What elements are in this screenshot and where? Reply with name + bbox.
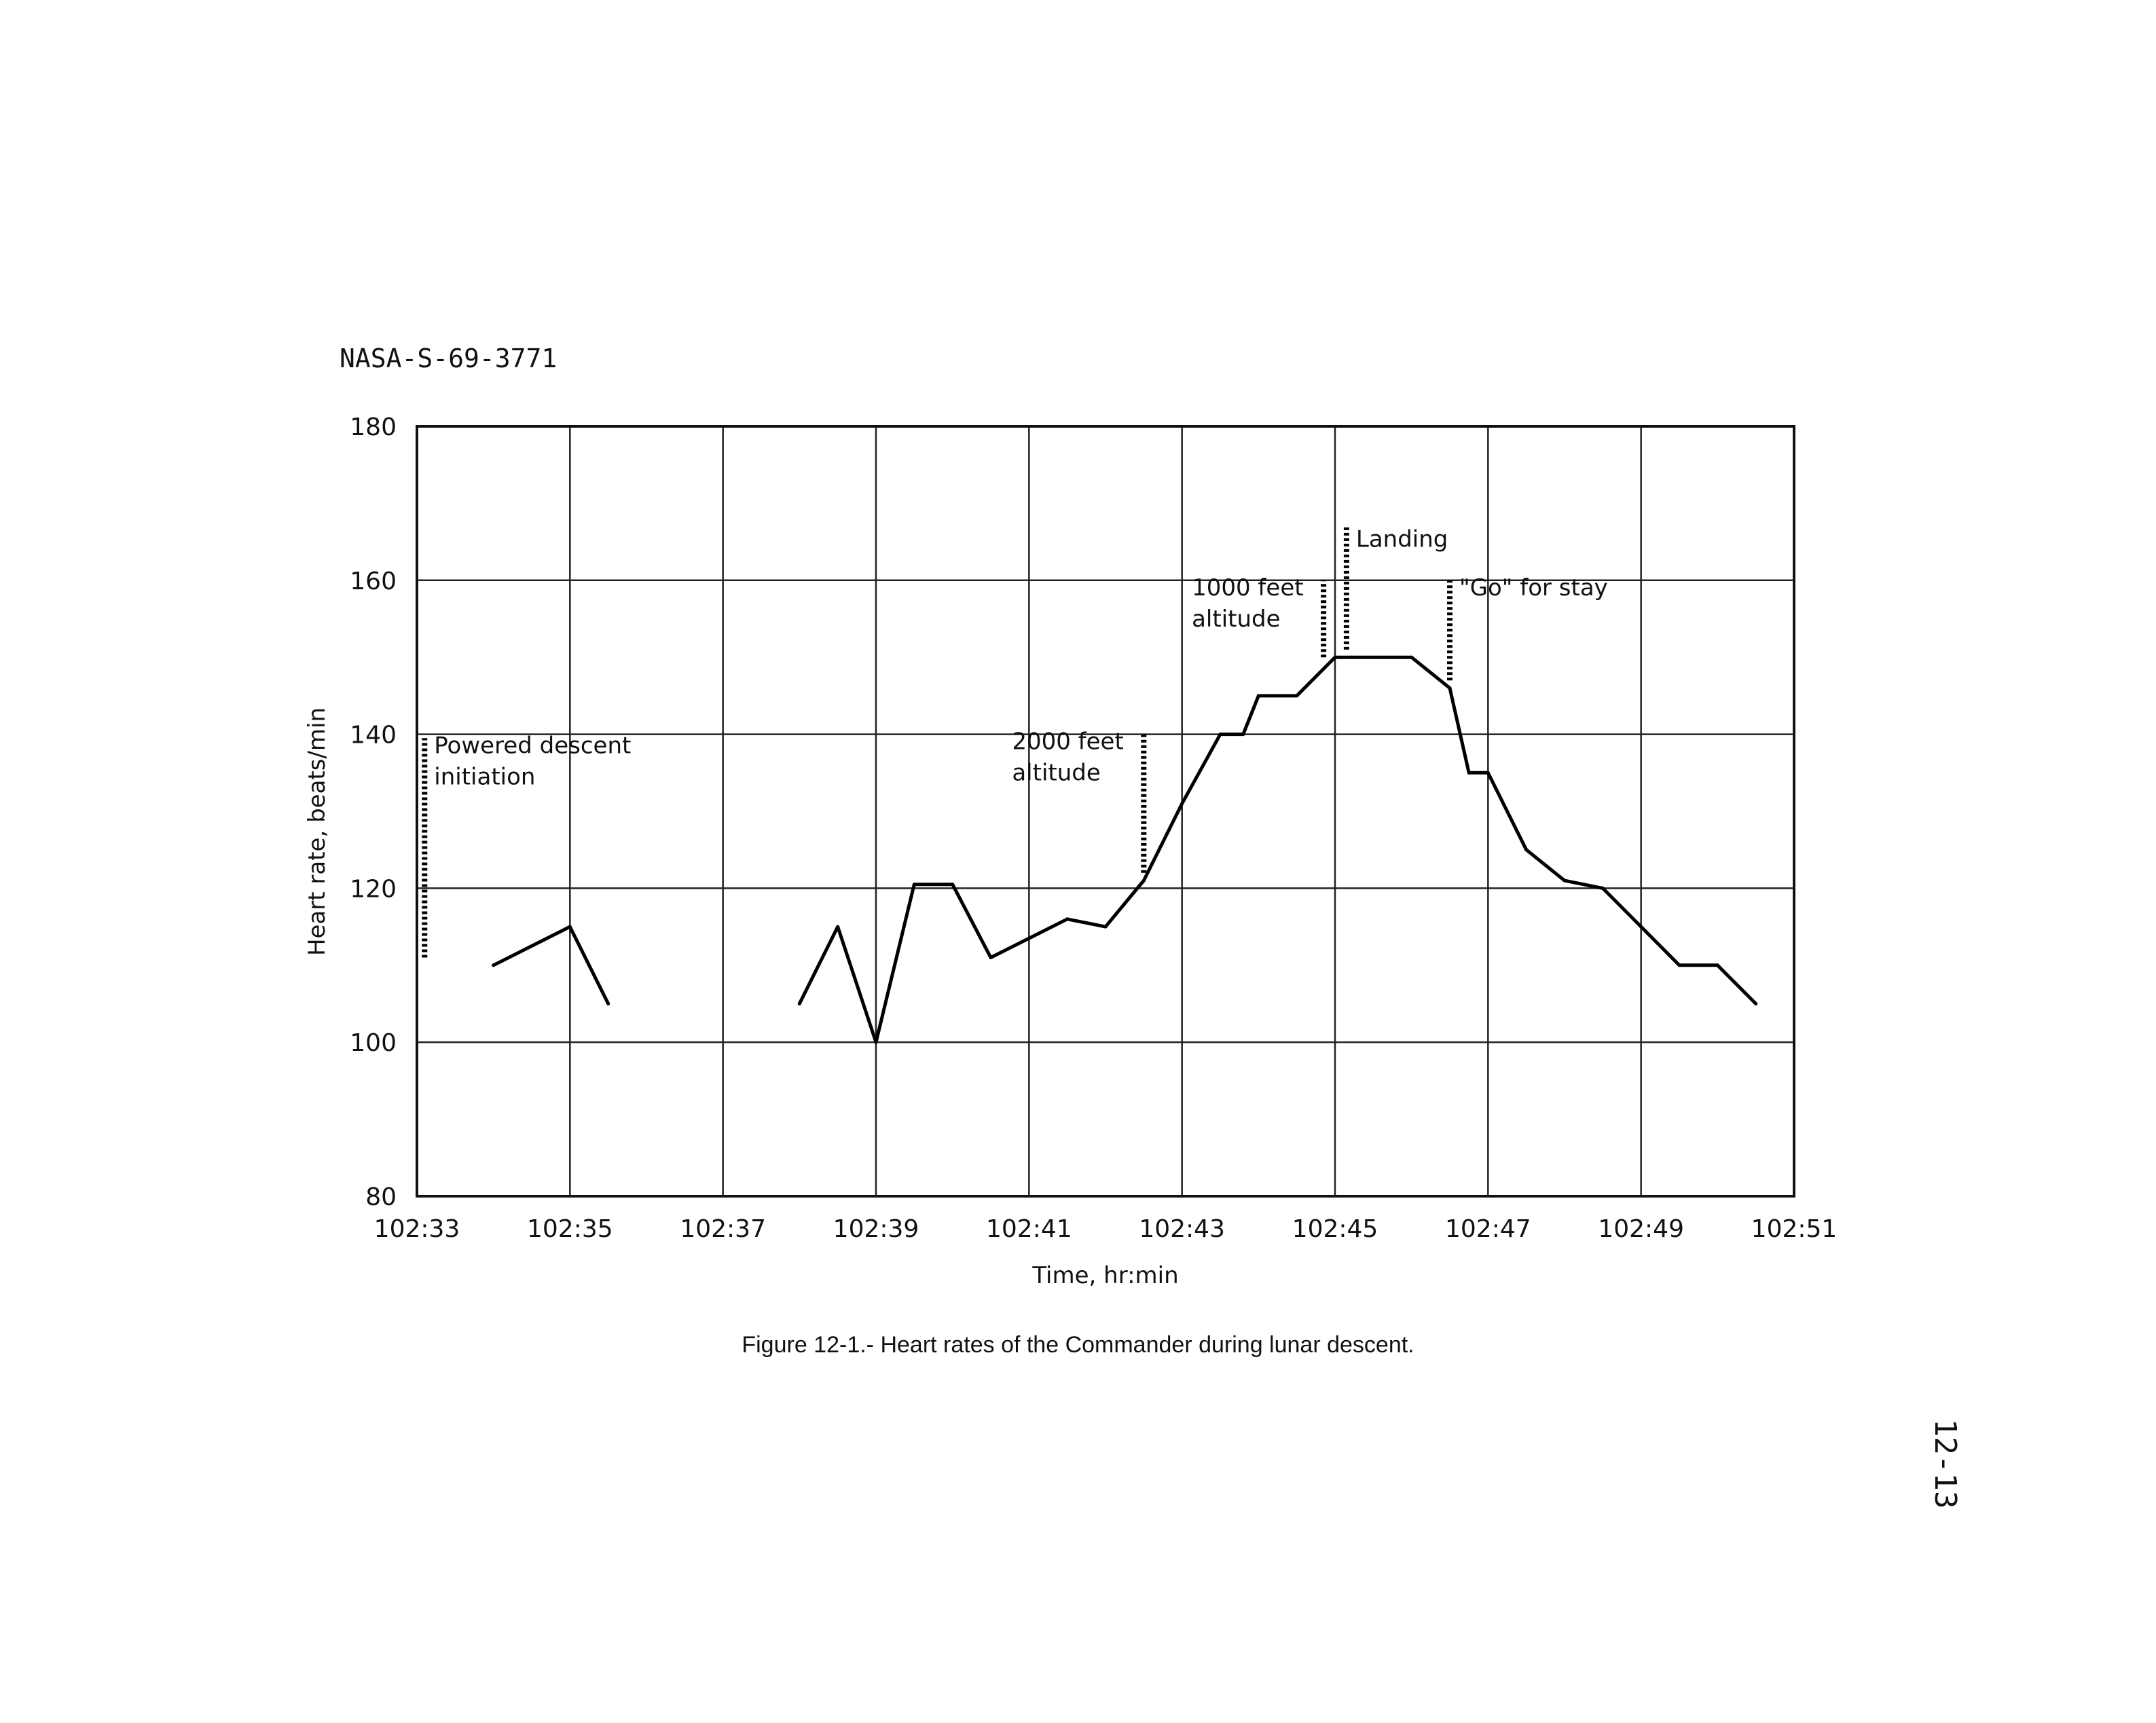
- data-point: [989, 955, 993, 959]
- grid: [417, 426, 1794, 1196]
- annotation-label: "Go" for stay: [1459, 574, 1608, 601]
- data-point: [912, 883, 916, 887]
- x-axis-label: Time, hr:min: [1031, 1262, 1178, 1289]
- data-point: [1754, 1002, 1758, 1005]
- y-tick-label: 140: [350, 722, 397, 749]
- x-tick-label: 102:47: [1445, 1215, 1531, 1243]
- document-id: NASA-S-69-3771: [340, 344, 558, 373]
- data-point: [1218, 733, 1222, 737]
- event-markers: [422, 526, 1452, 958]
- x-tick-label: 102:49: [1598, 1215, 1684, 1243]
- data-point: [1103, 925, 1108, 929]
- data-point: [606, 1002, 610, 1005]
- annotation-label: Powered descent: [434, 732, 631, 759]
- x-tick-label: 102:51: [1751, 1215, 1838, 1243]
- x-tick-label: 102:45: [1292, 1215, 1378, 1243]
- y-tick-label: 80: [365, 1183, 397, 1211]
- data-point: [1639, 925, 1643, 929]
- data-point: [1333, 655, 1337, 659]
- data-point: [1524, 848, 1529, 852]
- data-point: [1180, 802, 1184, 806]
- heart-rate-line: [797, 655, 1758, 1044]
- x-tick-label: 102:43: [1139, 1215, 1225, 1243]
- data-point: [1448, 686, 1452, 690]
- data-point: [1295, 694, 1299, 698]
- data-point: [1065, 917, 1070, 921]
- x-tick-label: 102:35: [527, 1215, 613, 1243]
- y-tick-label: 160: [350, 568, 397, 595]
- data-point: [951, 883, 955, 887]
- plot-frame: [416, 425, 1795, 1198]
- heart-rate-line: [492, 925, 610, 1005]
- data-point: [1141, 878, 1146, 883]
- data-point: [1467, 771, 1471, 775]
- figure-caption: Figure 12-1.- Heart rates of the Command…: [742, 1332, 1414, 1358]
- annotation-label: initiation: [434, 763, 535, 790]
- annotations: Powered descent initiation 2000 feet altitu…: [434, 525, 1608, 790]
- data-point: [1563, 878, 1567, 883]
- annotation-label: altitude: [1012, 760, 1100, 787]
- x-tick-label: 102:37: [680, 1215, 766, 1243]
- data-point: [1715, 963, 1719, 967]
- data-point: [1256, 694, 1260, 698]
- x-tick-label: 102:39: [833, 1215, 919, 1243]
- annotation-label: Landing: [1356, 525, 1448, 553]
- y-tick-label: 120: [350, 875, 397, 903]
- x-tick-label: 102:41: [986, 1215, 1072, 1243]
- data-point: [1601, 886, 1605, 890]
- y-tick-label: 180: [350, 413, 397, 441]
- data-point: [836, 925, 840, 929]
- annotation-label: altitude: [1192, 606, 1280, 633]
- annotation-label: 2000 feet: [1012, 728, 1123, 756]
- x-axis-ticks: 102:33 102:35 102:37 102:39 102:41 102:43 102:…: [374, 1215, 1838, 1243]
- y-tick-label: 100: [350, 1029, 397, 1057]
- data-point: [568, 925, 572, 929]
- annotation-label: 1000 feet: [1192, 574, 1303, 601]
- data-point: [1486, 771, 1490, 775]
- data-point: [492, 963, 496, 967]
- data-point: [1410, 655, 1414, 659]
- data-point: [1241, 733, 1245, 737]
- data-point: [1677, 963, 1681, 967]
- y-axis-label: Heart rate, beats/min: [304, 707, 331, 956]
- series: [492, 655, 1758, 1044]
- data-point: [797, 1002, 801, 1005]
- data-point: [874, 1040, 878, 1044]
- y-axis-ticks: 180 160 140 120 100 80: [350, 413, 397, 1211]
- x-tick-label: 102:33: [374, 1215, 460, 1243]
